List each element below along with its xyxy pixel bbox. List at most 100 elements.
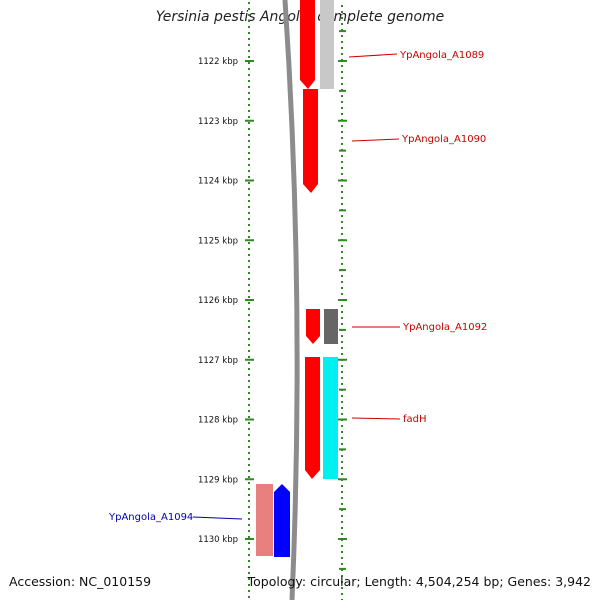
right-axis-minor-tick bbox=[341, 365, 343, 367]
left-axis-minor-tick bbox=[248, 230, 250, 232]
left-axis-minor-tick bbox=[248, 500, 250, 502]
right-axis-minor-tick bbox=[341, 575, 343, 577]
right-axis-minor-tick bbox=[341, 125, 343, 127]
left-axis-minor-tick bbox=[248, 536, 250, 538]
right-axis-minor-tick bbox=[341, 569, 343, 571]
gene-arrow-ypangola-a1090[interactable] bbox=[303, 89, 318, 193]
genome-backbone bbox=[282, 0, 300, 600]
right-axis-minor-tick bbox=[341, 131, 343, 133]
gene-arrow-ypangola-a1092[interactable] bbox=[306, 309, 320, 344]
right-axis-minor-tick bbox=[341, 425, 343, 427]
axis-kbp-label: 1128 kbp bbox=[198, 416, 238, 426]
right-axis-minor-tick bbox=[341, 527, 343, 529]
left-axis-minor-tick bbox=[248, 512, 250, 514]
right-axis-minor-tick bbox=[341, 581, 343, 583]
left-axis-minor-tick bbox=[248, 374, 250, 376]
gene-features bbox=[256, 0, 338, 557]
left-axis-minor-tick bbox=[248, 296, 250, 298]
left-axis-minor-tick bbox=[248, 458, 250, 460]
right-axis-minor-tick bbox=[341, 431, 343, 433]
right-axis-minor-tick bbox=[341, 23, 343, 25]
left-axis-minor-tick bbox=[248, 152, 250, 154]
gene-arrow-ypangola-a1094[interactable] bbox=[274, 484, 290, 557]
right-axis-minor-tick bbox=[341, 533, 343, 535]
cds-block-cyan[interactable] bbox=[323, 357, 338, 479]
gene-arrow-ypangola-a1089[interactable] bbox=[300, 0, 315, 89]
gene-label-ypangola-a1090[interactable]: YpAngola_A1090 bbox=[401, 134, 486, 145]
right-axis-minor-tick bbox=[341, 503, 343, 505]
left-axis-minor-tick bbox=[248, 446, 250, 448]
left-axis-minor-tick bbox=[248, 140, 250, 142]
backbone-curve bbox=[282, 0, 300, 600]
right-axis-minor-tick bbox=[341, 47, 343, 49]
left-axis-minor-tick bbox=[248, 62, 250, 64]
left-axis-minor-tick bbox=[248, 524, 250, 526]
right-axis-minor-tick bbox=[341, 305, 343, 307]
cds-block-light-grey[interactable] bbox=[320, 0, 334, 89]
left-axis-minor-tick bbox=[248, 266, 250, 268]
left-axis-minor-tick bbox=[248, 212, 250, 214]
left-axis-minor-tick bbox=[248, 32, 250, 34]
right-axis-minor-tick bbox=[341, 587, 343, 589]
gene-label-fadh[interactable]: fadH bbox=[403, 414, 427, 425]
cds-block-dark-grey[interactable] bbox=[324, 309, 338, 344]
right-axis-minor-tick bbox=[341, 455, 343, 457]
right-axis-minor-tick bbox=[341, 5, 343, 7]
right-axis-minor-tick bbox=[341, 461, 343, 463]
left-axis-minor-tick bbox=[248, 50, 250, 52]
left-axis-minor-tick bbox=[248, 518, 250, 520]
left-axis-minor-tick bbox=[248, 218, 250, 220]
right-axis-minor-tick bbox=[341, 167, 343, 169]
gene-arrow-fadh[interactable] bbox=[305, 357, 320, 479]
left-axis-minor-tick bbox=[248, 578, 250, 580]
left-axis-minor-tick bbox=[248, 434, 250, 436]
left-axis-minor-tick bbox=[248, 326, 250, 328]
right-axis-minor-tick bbox=[341, 311, 343, 313]
left-axis-minor-tick bbox=[248, 506, 250, 508]
left-axis-minor-tick bbox=[248, 452, 250, 454]
axis-kbp-label: 1130 kbp bbox=[198, 535, 238, 545]
left-axis-minor-tick bbox=[248, 548, 250, 550]
left-axis-minor-tick bbox=[248, 272, 250, 274]
gene-label-ypangola-a1089[interactable]: YpAngola_A1089 bbox=[399, 50, 484, 61]
right-axis-minor-tick bbox=[341, 371, 343, 373]
right-axis-minor-tick bbox=[341, 251, 343, 253]
left-axis-minor-tick bbox=[248, 254, 250, 256]
left-axis-minor-tick bbox=[248, 248, 250, 250]
axis-kbp-label: 1127 kbp bbox=[198, 356, 238, 366]
right-axis-minor-tick bbox=[341, 17, 343, 19]
right-axis-minor-tick bbox=[341, 143, 343, 145]
left-axis-minor-tick bbox=[248, 98, 250, 100]
right-axis-minor-tick bbox=[341, 77, 343, 79]
left-axis-minor-tick bbox=[248, 440, 250, 442]
left-axis-minor-tick bbox=[248, 320, 250, 322]
left-axis-minor-tick bbox=[248, 308, 250, 310]
right-axis-minor-tick bbox=[341, 593, 343, 595]
left-axis-minor-tick bbox=[248, 530, 250, 532]
gene-block-pale-red[interactable] bbox=[256, 484, 273, 556]
left-axis-minor-tick bbox=[248, 14, 250, 16]
left-axis-minor-tick bbox=[248, 428, 250, 430]
left-axis-minor-tick bbox=[248, 56, 250, 58]
right-axis-minor-tick bbox=[341, 491, 343, 493]
right-axis-minor-tick bbox=[341, 467, 343, 469]
left-axis-minor-tick bbox=[248, 596, 250, 598]
left-axis-minor-tick bbox=[248, 338, 250, 340]
right-axis-minor-tick bbox=[341, 137, 343, 139]
left-axis-minor-tick bbox=[248, 242, 250, 244]
right-axis-minor-tick bbox=[341, 323, 343, 325]
gene-label-ypangola-a1092[interactable]: YpAngola_A1092 bbox=[402, 322, 487, 333]
right-axis-minor-tick bbox=[341, 377, 343, 379]
right-axis-minor-tick bbox=[341, 233, 343, 235]
left-axis-minor-tick bbox=[248, 8, 250, 10]
left-axis-minor-tick bbox=[248, 206, 250, 208]
left-axis-minor-tick bbox=[248, 476, 250, 478]
gene-label-ypangola-a1094[interactable]: YpAngola_A1094 bbox=[108, 512, 193, 523]
left-axis-minor-tick bbox=[248, 392, 250, 394]
left-axis-minor-tick bbox=[248, 92, 250, 94]
left-axis-minor-tick bbox=[248, 350, 250, 352]
right-axis-minor-tick bbox=[341, 113, 343, 115]
right-axis-minor-tick bbox=[341, 341, 343, 343]
right-axis-minor-tick bbox=[341, 557, 343, 559]
